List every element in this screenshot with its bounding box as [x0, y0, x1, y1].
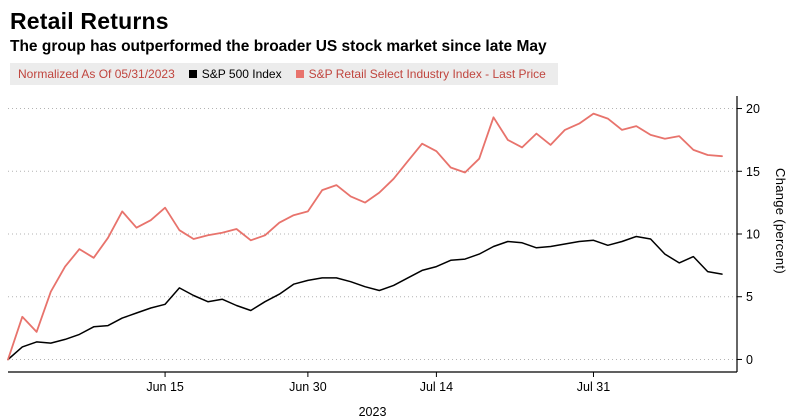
legend-item-retail: S&P Retail Select Industry Index - Last …	[295, 67, 546, 81]
legend-sp500-label: S&P 500 Index	[201, 67, 282, 81]
legend-item-sp500: S&P 500 Index	[188, 67, 282, 81]
line-chart: 0 5 10 15 20 Jun 15 Jun 30 Jul 14 Jul 31	[7, 96, 760, 394]
legend: Normalized As Of 05/31/2023 S&P 500 Inde…	[10, 63, 558, 85]
y-tick-label: 20	[746, 102, 760, 116]
x-tick-label: Jun 30	[289, 380, 327, 394]
legend-normalized-label: Normalized As Of 05/31/2023	[18, 67, 175, 81]
chart-header: Retail Returns The group has outperforme…	[0, 0, 789, 85]
y-tick-label: 0	[746, 353, 753, 367]
sp500-swatch-icon	[188, 70, 197, 78]
x-axis-year-label: 2023	[358, 405, 387, 419]
y-tick-label: 10	[746, 228, 760, 242]
retail-index-line	[7, 112, 723, 361]
x-tick-label: Jun 15	[146, 380, 184, 394]
chart-area: 0 5 10 15 20 Jun 15 Jun 30 Jul 14 Jul 31 Change …	[0, 90, 789, 419]
x-tick-label: Jul 14	[420, 380, 453, 394]
legend-retail-label: S&P Retail Select Industry Index - Last …	[308, 67, 546, 81]
y-axis-title: Change (percent)	[773, 168, 788, 274]
chart-subtitle: The group has outperformed the broader U…	[10, 38, 547, 55]
y-tick-label: 15	[746, 165, 760, 179]
y-tick-label: 5	[746, 290, 753, 304]
sp500-line	[7, 235, 723, 361]
retail-swatch-icon	[295, 70, 304, 78]
page-title: Retail Returns	[10, 8, 169, 34]
x-tick-label: Jul 31	[577, 380, 610, 394]
